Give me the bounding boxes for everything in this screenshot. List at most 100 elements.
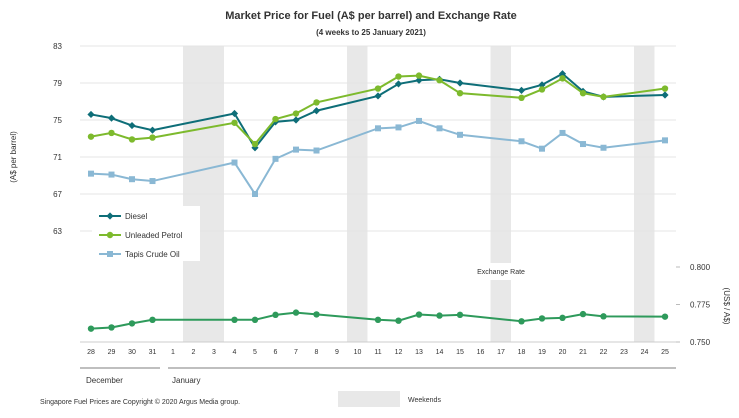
data-point — [395, 317, 402, 324]
x-tick-label: 25 — [661, 349, 669, 356]
series-exchange-rate — [87, 309, 669, 332]
x-tick-label: 16 — [477, 349, 485, 356]
data-point — [312, 107, 321, 115]
data-point — [559, 75, 566, 82]
data-point — [108, 129, 115, 137]
legend-label: Unleaded Petrol — [125, 231, 183, 240]
data-point — [538, 81, 546, 89]
data-point — [293, 146, 299, 153]
x-tick-label: 15 — [456, 349, 464, 356]
x-tick-label: 7 — [294, 349, 298, 356]
data-point — [518, 94, 525, 102]
x-tick-label: 4 — [233, 349, 237, 356]
series-line — [90, 74, 666, 146]
y-right-tick-label: 0.800 — [690, 263, 711, 272]
data-point — [292, 110, 300, 117]
legend: Diesel Unleaded Petrol Tapis Crude Oil — [99, 212, 183, 259]
legend-marker — [107, 251, 113, 257]
data-point — [457, 131, 463, 138]
y-tick-label: 79 — [53, 79, 62, 88]
x-tick-label: 10 — [354, 349, 362, 356]
data-point — [600, 93, 607, 101]
x-tick-label: 8 — [315, 349, 319, 356]
data-point — [517, 86, 526, 94]
series-diesel — [87, 70, 669, 152]
data-point — [313, 99, 320, 106]
weekends-legend-swatch — [338, 391, 400, 407]
data-point — [87, 133, 95, 140]
data-point — [580, 141, 586, 148]
x-tick-label: 23 — [620, 349, 628, 356]
data-point — [87, 110, 95, 119]
x-tick-label: 6 — [274, 349, 278, 356]
y-tick-label: 71 — [53, 153, 62, 162]
data-point — [538, 86, 546, 93]
data-point — [436, 125, 443, 132]
data-point — [436, 312, 443, 319]
x-tick-label: 29 — [108, 349, 116, 356]
data-point — [415, 76, 423, 84]
data-point — [661, 91, 669, 99]
legend-label: Diesel — [125, 212, 147, 221]
data-point — [108, 324, 115, 331]
x-tick-label: 31 — [149, 349, 157, 356]
y-axis-label-left: (A$ per barrel) — [9, 131, 18, 183]
y-tick-label: 83 — [53, 42, 62, 51]
data-point — [149, 316, 156, 323]
data-point — [374, 85, 382, 92]
data-point — [148, 126, 157, 134]
x-tick-label: 30 — [128, 349, 136, 356]
x-tick-label: 22 — [600, 349, 608, 356]
data-point — [415, 311, 423, 318]
data-point — [88, 170, 94, 177]
data-point — [394, 80, 403, 88]
data-point — [292, 309, 300, 316]
x-tick-label: 21 — [579, 349, 587, 356]
data-point — [251, 140, 259, 148]
data-point — [415, 72, 423, 79]
data-point — [87, 325, 95, 332]
y-right-tick-label: 0.775 — [690, 301, 711, 310]
data-point — [128, 320, 136, 327]
x-tick-label: 24 — [641, 349, 649, 356]
data-point — [518, 138, 525, 145]
data-point — [231, 316, 238, 323]
data-point — [395, 124, 402, 131]
series-line — [90, 72, 666, 150]
data-point — [292, 116, 300, 124]
data-point — [579, 89, 587, 97]
data-point — [539, 145, 545, 152]
exchange-rate-label-background — [466, 263, 536, 280]
month-label-january: January — [172, 376, 200, 385]
y-axis-label-right: (US$ / A$) — [722, 288, 731, 325]
y-tick-label: 67 — [53, 190, 62, 199]
chart-subtitle: (4 weeks to 25 January 2021) — [316, 28, 426, 37]
gridlines — [80, 45, 676, 232]
data-point — [538, 315, 546, 322]
data-point — [559, 314, 566, 322]
x-tick-label: 3 — [212, 349, 216, 356]
x-tick-label: 2 — [192, 349, 196, 356]
data-point — [128, 121, 136, 130]
data-point — [661, 313, 669, 320]
copyright-footer: Singapore Fuel Prices are Copyright © 20… — [40, 398, 240, 406]
series-tapis-crude-oil — [88, 117, 668, 197]
data-point — [149, 178, 156, 185]
data-point — [149, 134, 156, 141]
legend-marker — [106, 231, 114, 239]
series-layer — [87, 70, 669, 332]
data-point — [456, 311, 464, 319]
data-point — [456, 89, 464, 97]
series-unleaded-petrol — [87, 72, 669, 148]
x-tick-label: 17 — [497, 349, 505, 356]
data-point — [374, 92, 382, 100]
x-tick-label: 18 — [518, 349, 526, 356]
series-line — [90, 311, 666, 330]
y-tick-label: 75 — [53, 116, 62, 125]
legend-label: Tapis Crude Oil — [125, 250, 180, 259]
x-tick-label: 14 — [436, 349, 444, 356]
y-axis-right-ticks: 0.750 0.775 0.800 — [676, 263, 711, 347]
data-point — [313, 311, 320, 318]
exchange-rate-annotation: Exchange Rate — [477, 269, 525, 276]
